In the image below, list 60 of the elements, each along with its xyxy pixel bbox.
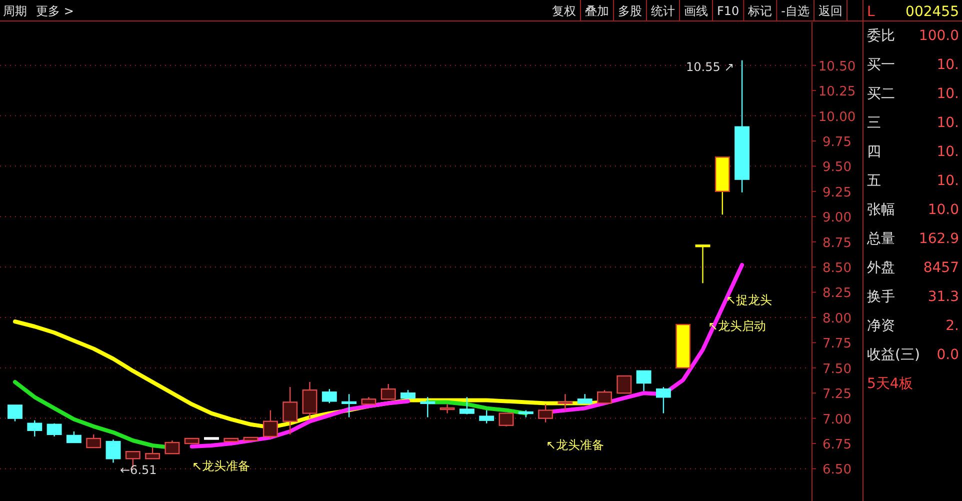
y-tick-label: 10.25 [818, 84, 856, 100]
annotation: 10.55 ↗ [686, 60, 734, 74]
text: 162.9 [918, 231, 959, 247]
text: 五 [867, 173, 881, 189]
text: 100.0 [918, 28, 959, 44]
text: 10. [936, 173, 959, 189]
text: 叠加 [585, 4, 609, 18]
text: 标记 [747, 4, 772, 18]
text: 复权 [552, 4, 576, 18]
y-tick-label: 8.25 [822, 286, 852, 302]
text: 10. [936, 144, 959, 160]
text: 买二 [867, 86, 895, 102]
y-tick-label: 6.50 [822, 462, 852, 478]
text: 10.0 [928, 202, 959, 218]
text: 0.0 [936, 347, 959, 363]
text: 5天4板 [867, 376, 913, 392]
text: 10. [936, 57, 959, 73]
y-tick-label: 7.50 [822, 362, 852, 377]
text: 10. [936, 86, 959, 102]
y-tick-label: 8.00 [822, 311, 852, 326]
text: 买一 [867, 57, 895, 73]
text: L [867, 4, 875, 20]
text: 净资 [867, 318, 895, 334]
text: 多股 [618, 4, 642, 18]
text: 张幅 [867, 202, 895, 218]
y-tick-label: 7.75 [822, 336, 852, 352]
text: 四 [867, 144, 881, 160]
text: 10. [936, 115, 959, 131]
y-tick-label: 9.00 [822, 210, 852, 226]
text: 画线 [684, 4, 708, 18]
text: 统计 [651, 4, 675, 18]
annotation: ↖龙头准备 [192, 459, 250, 473]
text: 委比 [867, 28, 895, 44]
text: 收益(三) [867, 347, 920, 363]
y-tick-label: 7.25 [822, 387, 852, 402]
annotation: ↖龙头准备 [546, 438, 604, 452]
text: 002455 [906, 4, 959, 20]
annotation: ←6.51 [120, 463, 157, 477]
text: 总量 [866, 231, 895, 247]
y-tick-label: 6.75 [822, 438, 852, 453]
y-tick-label: 8.50 [822, 261, 852, 276]
y-tick-label: 10.50 [818, 59, 856, 74]
y-tick-label: 9.50 [822, 160, 852, 176]
text: 换手 [867, 289, 895, 305]
y-tick-label: 9.75 [822, 134, 852, 150]
text: 2. [946, 318, 959, 334]
text: -自选 [781, 4, 810, 18]
y-tick-label: 7.00 [822, 412, 852, 428]
text: 8457 [923, 260, 959, 276]
text: 周期 [3, 4, 27, 18]
text: F10 [717, 4, 740, 18]
y-tick-label: 9.25 [822, 185, 852, 200]
text: 外盘 [867, 260, 895, 276]
annotation: ↖捉龙头 [726, 293, 772, 307]
y-tick-label: 10.00 [818, 110, 856, 125]
text: 三 [867, 115, 881, 131]
y-tick-label: 8.75 [822, 236, 852, 251]
text: 更多 > [36, 4, 74, 18]
text: 返回 [818, 4, 843, 18]
text: 31.3 [928, 289, 959, 305]
